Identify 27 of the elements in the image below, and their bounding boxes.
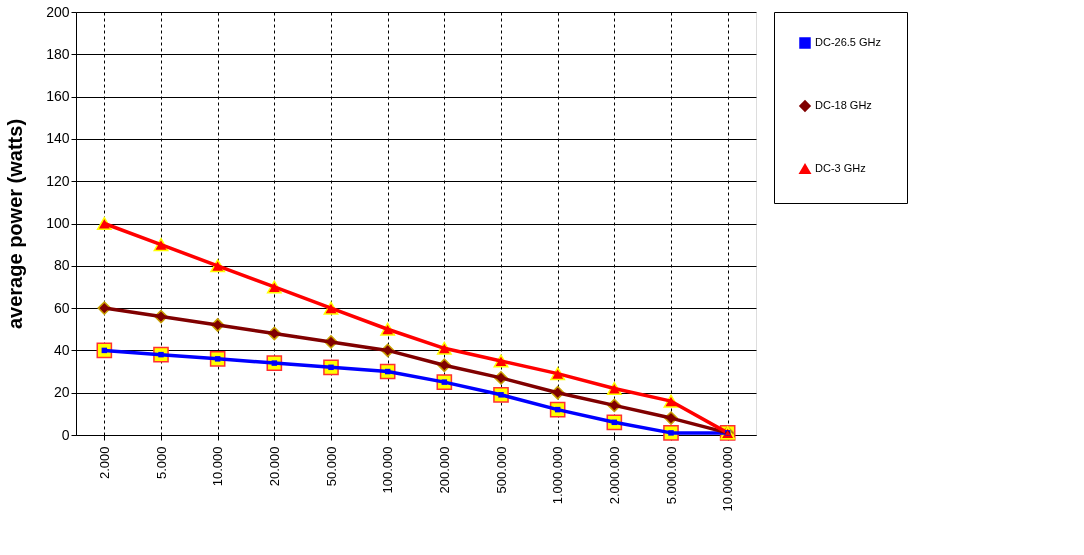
x-tick-label: 10.000 <box>210 446 226 487</box>
y-tick-label: 60 <box>53 299 70 316</box>
x-tick-label: 5.000 <box>153 446 169 480</box>
y-tick-label: 100 <box>46 215 70 231</box>
y-tick-label: 160 <box>46 88 70 105</box>
legend-label: DC-3 GHz <box>815 162 866 174</box>
x-tick-label: 2.000.000 <box>606 446 622 505</box>
y-tick-label: 80 <box>53 257 70 274</box>
x-tick-label: 1.000.000 <box>550 446 566 505</box>
x-tick-label: 50.000 <box>323 446 339 487</box>
x-tick-label: 20.000 <box>266 446 282 487</box>
legend-label: DC-18 GHz <box>815 99 872 111</box>
y-tick-label: 20 <box>53 384 70 401</box>
y-tick-label: 140 <box>46 130 70 147</box>
x-tick-label: 100.000 <box>380 446 396 494</box>
y-tick-label: 0 <box>61 426 70 443</box>
y-tick-label: 40 <box>53 341 70 358</box>
legend-label: DC-26.5 GHz <box>815 36 882 48</box>
y-tick-label: 180 <box>46 45 70 62</box>
y-axis-title: average power (watts) <box>4 118 27 330</box>
x-tick-label: 5.000.000 <box>663 446 679 505</box>
x-tick-label: 500.000 <box>493 446 509 494</box>
x-tick-label: 10.000.000 <box>720 446 736 512</box>
x-tick-label: 200.000 <box>436 446 452 494</box>
x-tick-label: 2.000 <box>96 446 112 480</box>
y-tick-label: 120 <box>46 172 70 189</box>
y-tick-label: 200 <box>46 3 70 20</box>
